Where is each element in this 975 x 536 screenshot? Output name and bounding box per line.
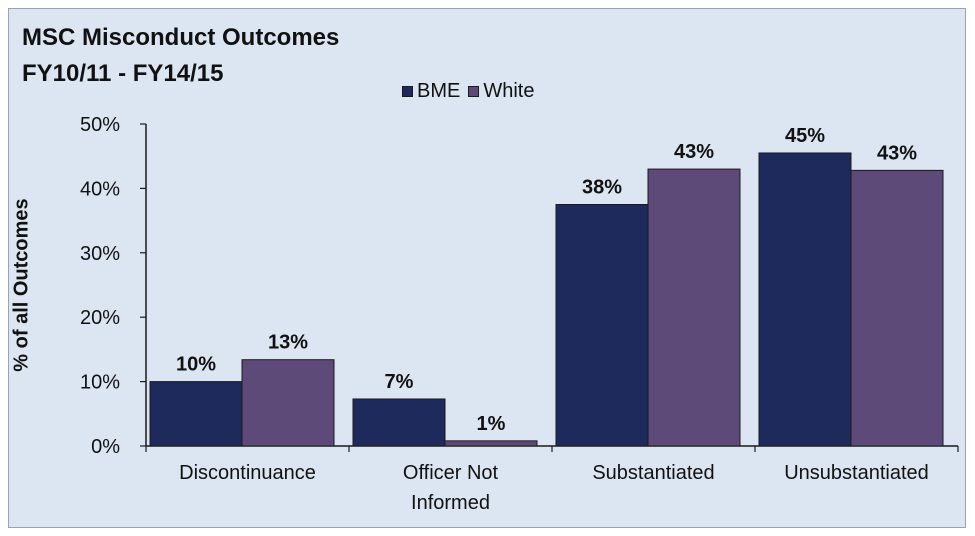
legend: BME White bbox=[402, 78, 542, 104]
bar-white bbox=[647, 168, 741, 447]
legend-label-white: White bbox=[483, 79, 535, 102]
bar-white bbox=[241, 359, 335, 447]
data-label-bme: 7% bbox=[385, 371, 414, 393]
bar-white bbox=[850, 169, 944, 447]
data-label-white: 13% bbox=[268, 332, 308, 354]
bar-white bbox=[444, 440, 538, 447]
data-label-bme: 38% bbox=[582, 177, 622, 199]
legend-label-bme: BME bbox=[417, 79, 461, 102]
bar-bme bbox=[758, 152, 852, 447]
x-tick-label: Unsubstantiated bbox=[784, 462, 929, 484]
bar-bme bbox=[149, 381, 243, 447]
y-tick-label: 40% bbox=[80, 178, 120, 200]
legend-swatch-bme bbox=[402, 85, 413, 97]
bar-bme bbox=[555, 204, 649, 447]
x-tick-label: Officer Not bbox=[403, 462, 499, 484]
chart-subtitle: FY10/11 - FY14/15 bbox=[22, 60, 224, 87]
bar-bme bbox=[352, 398, 446, 447]
data-label-white: 43% bbox=[674, 141, 714, 163]
legend-item-bme: BME bbox=[402, 80, 460, 103]
data-label-bme: 10% bbox=[176, 354, 216, 376]
legend-swatch-white bbox=[468, 85, 480, 97]
x-tick-label: Substantiated bbox=[592, 462, 714, 484]
x-tick-label: Discontinuance bbox=[179, 462, 316, 484]
data-label-white: 43% bbox=[877, 142, 917, 164]
data-label-white: 1% bbox=[477, 413, 506, 435]
y-tick-label: 50% bbox=[80, 114, 120, 136]
y-tick-label: 30% bbox=[80, 243, 120, 265]
chart-title: MSC Misconduct Outcomes bbox=[22, 24, 340, 51]
y-tick-label: 10% bbox=[80, 372, 120, 394]
y-tick-label: 0% bbox=[91, 436, 120, 458]
x-tick-label: Informed bbox=[411, 492, 490, 514]
legend-item-white: White bbox=[468, 80, 534, 103]
data-label-bme: 45% bbox=[785, 125, 825, 147]
y-tick-label: 20% bbox=[80, 307, 120, 329]
